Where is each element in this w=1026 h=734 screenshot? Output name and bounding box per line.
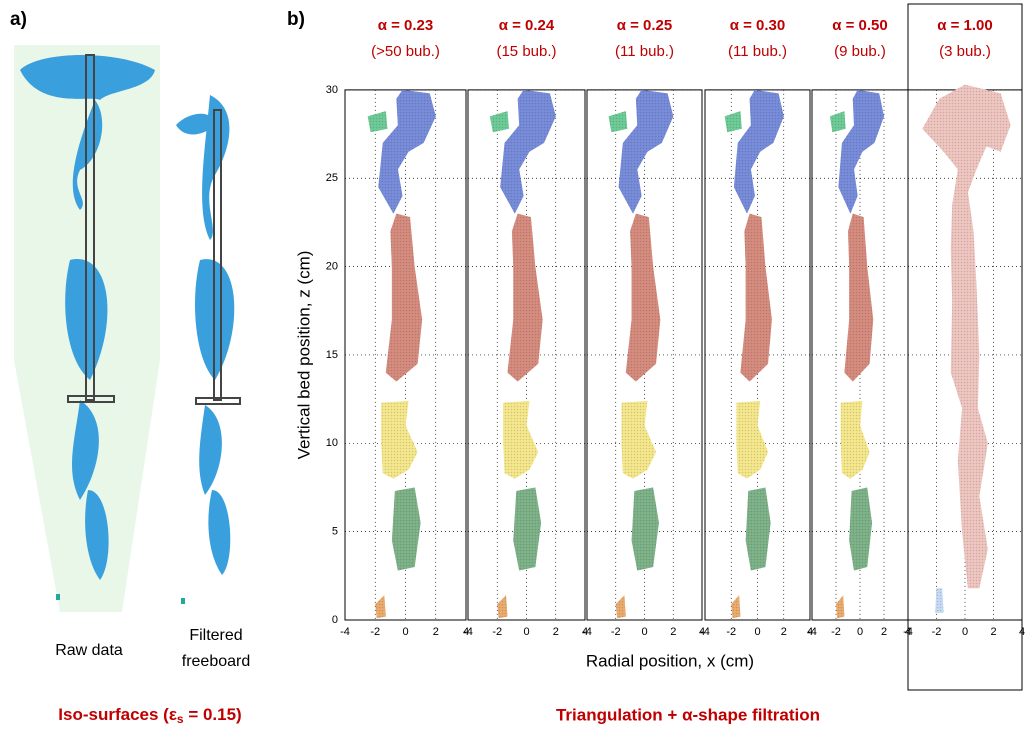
y-tick-label: 15: [326, 349, 338, 361]
x-tick-label: 4: [807, 626, 813, 638]
y-tick-label: 30: [326, 84, 338, 96]
bubble-dots: [935, 588, 944, 613]
x-tick-label: -4: [582, 626, 592, 638]
bubble-dots: [381, 400, 418, 479]
bubble-dots: [844, 213, 874, 382]
x-tick-label: 0: [402, 626, 408, 638]
x-tick-label: 2: [553, 626, 559, 638]
x-tick-label: 0: [857, 626, 863, 638]
bubble-dots: [625, 213, 661, 382]
x-tick-label: -4: [463, 626, 473, 638]
bubble-dots: [849, 487, 872, 571]
x-tick-label: -2: [611, 626, 621, 638]
x-tick-label: 2: [433, 626, 439, 638]
bubble-dots: [503, 400, 539, 479]
x-tick-label: -2: [492, 626, 502, 638]
caption: Filtered freeboard: [182, 627, 251, 670]
subplot: -4 -2 0 2 4: [582, 89, 705, 638]
bubble-dots: [922, 84, 1011, 589]
subplot: -4 -2 0 2 4: [903, 84, 1025, 638]
x-axis-label: Radial position, x (cm): [586, 651, 754, 670]
x-tick-label: -4: [807, 626, 817, 638]
bubble-dots: [378, 89, 436, 214]
bubble-dots: [836, 595, 845, 619]
bubble-count: (9 bub.): [834, 43, 886, 60]
caption: Raw data: [55, 642, 123, 659]
bubble-dots: [745, 487, 771, 571]
bubble-dots: [740, 213, 772, 382]
bubble-dots: [375, 595, 386, 619]
bubble-dots: [500, 89, 556, 214]
bubble-dots: [621, 400, 656, 479]
bubble-count: (15 bub.): [496, 43, 556, 60]
panel-title: Iso-surfaces (εs = 0.15): [58, 705, 241, 726]
x-tick-label: -2: [726, 626, 736, 638]
iso-surface-filtered: [176, 95, 241, 604]
bubble-dots: [840, 400, 870, 479]
x-tick-label: -4: [903, 626, 913, 638]
alpha-label: α = 0.23: [378, 17, 434, 34]
x-tick-label: 4: [582, 626, 588, 638]
bubble-dots: [733, 89, 784, 214]
bubble-dots: [830, 111, 846, 133]
y-axis-label: Vertical bed position, z (cm): [294, 251, 313, 460]
subplot: -4 -2 0 2 4: [463, 89, 588, 638]
x-tick-label: 2: [670, 626, 676, 638]
alpha-label: α = 0.30: [730, 17, 786, 34]
y-tick-label: 20: [326, 261, 338, 273]
bubble-dots: [615, 595, 626, 619]
bubble-dots: [631, 487, 659, 571]
x-tick-label: 0: [962, 626, 968, 638]
x-tick-label: 0: [754, 626, 760, 638]
bubble-dots: [608, 111, 628, 133]
x-tick-label: 2: [990, 626, 996, 638]
alpha-label: α = 0.25: [617, 17, 673, 34]
bubble-dots: [391, 487, 421, 571]
bubble-dots: [724, 111, 742, 133]
x-tick-label: 0: [641, 626, 647, 638]
bubble-dots: [838, 89, 884, 214]
x-tick-label: -2: [370, 626, 380, 638]
y-tick-label: 25: [326, 172, 338, 184]
iso-surface-raw: [14, 45, 160, 612]
subplot: -4 -2 0 2 4: [700, 89, 813, 638]
x-tick-label: -2: [932, 626, 942, 638]
x-tick-label: 4: [699, 626, 705, 638]
bubble-dots: [618, 89, 674, 214]
bubble-count: (11 bub.): [615, 43, 674, 60]
x-tick-label: 0: [523, 626, 529, 638]
x-tick-label: 2: [881, 626, 887, 638]
alpha-label: α = 0.50: [832, 17, 888, 34]
x-tick-label: -2: [831, 626, 841, 638]
bubble-dots: [507, 213, 543, 382]
y-tick-label: 0: [332, 614, 338, 626]
x-tick-label: -4: [340, 626, 350, 638]
alpha-label: α = 1.00: [937, 17, 993, 34]
subplot: -4 -2 0 2 4: [807, 89, 911, 638]
x-tick-label: -4: [700, 626, 710, 638]
panel-label: b): [287, 9, 305, 30]
bubble-dots: [489, 111, 509, 133]
bubble-dots: [367, 111, 388, 133]
x-tick-label: 4: [463, 626, 469, 638]
y-tick-label: 5: [332, 526, 338, 538]
alpha-label: α = 0.24: [499, 17, 555, 34]
x-tick-label: 4: [1019, 626, 1025, 638]
bubble-dots: [736, 400, 768, 479]
bubble-dots: [513, 487, 542, 571]
bubble-dots: [731, 595, 741, 619]
bubble-count: (>50 bub.): [371, 43, 440, 60]
bubble-dots: [385, 213, 423, 382]
x-tick-label: 2: [781, 626, 787, 638]
bubble-dots: [497, 595, 508, 619]
panel-label: a): [10, 9, 27, 30]
bubble-count: (3 bub.): [939, 43, 991, 60]
y-tick-label: 10: [326, 437, 338, 449]
bubble-count: (11 bub.): [728, 43, 787, 60]
x-tick-label: 4: [905, 626, 911, 638]
panel-title: Triangulation + α-shape filtration: [556, 705, 820, 724]
subplot: -4 -2 0 2 4: [340, 89, 469, 638]
